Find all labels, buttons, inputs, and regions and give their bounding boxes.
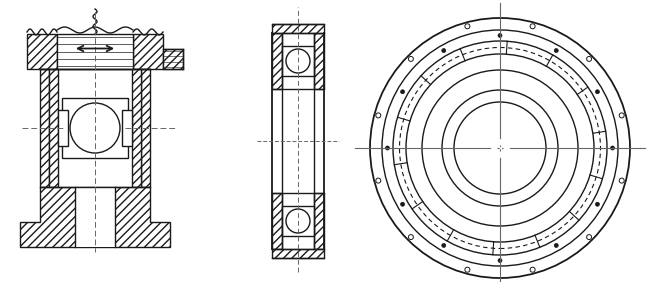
Bar xyxy=(122,110,132,146)
Polygon shape xyxy=(132,69,141,187)
Circle shape xyxy=(530,24,535,29)
Polygon shape xyxy=(272,33,282,89)
Circle shape xyxy=(400,90,404,94)
Polygon shape xyxy=(272,193,282,249)
Polygon shape xyxy=(314,33,324,89)
Bar xyxy=(57,34,133,69)
Polygon shape xyxy=(314,193,324,249)
Polygon shape xyxy=(20,187,170,247)
Circle shape xyxy=(586,56,592,61)
Circle shape xyxy=(619,113,624,118)
Circle shape xyxy=(554,243,558,247)
Polygon shape xyxy=(49,69,58,187)
Bar xyxy=(282,46,314,76)
Circle shape xyxy=(286,209,310,233)
Bar xyxy=(75,187,115,247)
Polygon shape xyxy=(133,34,163,69)
Circle shape xyxy=(286,209,310,233)
Circle shape xyxy=(596,90,599,94)
Circle shape xyxy=(70,103,120,153)
Circle shape xyxy=(286,49,310,73)
Circle shape xyxy=(376,113,381,118)
Circle shape xyxy=(498,34,502,38)
Circle shape xyxy=(400,202,404,206)
Circle shape xyxy=(619,178,624,183)
Polygon shape xyxy=(163,49,183,69)
Circle shape xyxy=(286,49,310,73)
Circle shape xyxy=(386,146,389,150)
Circle shape xyxy=(610,146,614,150)
Circle shape xyxy=(596,202,599,206)
Circle shape xyxy=(408,56,413,61)
Circle shape xyxy=(442,243,446,247)
Bar xyxy=(62,98,128,158)
Circle shape xyxy=(376,178,381,183)
Circle shape xyxy=(408,235,413,240)
Bar xyxy=(282,206,314,236)
Circle shape xyxy=(554,49,558,52)
Circle shape xyxy=(586,235,592,240)
Circle shape xyxy=(530,267,535,272)
Polygon shape xyxy=(141,69,150,187)
Circle shape xyxy=(465,267,470,272)
Circle shape xyxy=(442,49,446,52)
Circle shape xyxy=(465,24,470,29)
Circle shape xyxy=(498,259,502,263)
Polygon shape xyxy=(272,249,324,258)
Polygon shape xyxy=(272,24,324,33)
Circle shape xyxy=(70,103,120,153)
Polygon shape xyxy=(27,34,57,69)
Bar xyxy=(58,110,68,146)
Polygon shape xyxy=(40,69,49,187)
Polygon shape xyxy=(75,187,115,247)
